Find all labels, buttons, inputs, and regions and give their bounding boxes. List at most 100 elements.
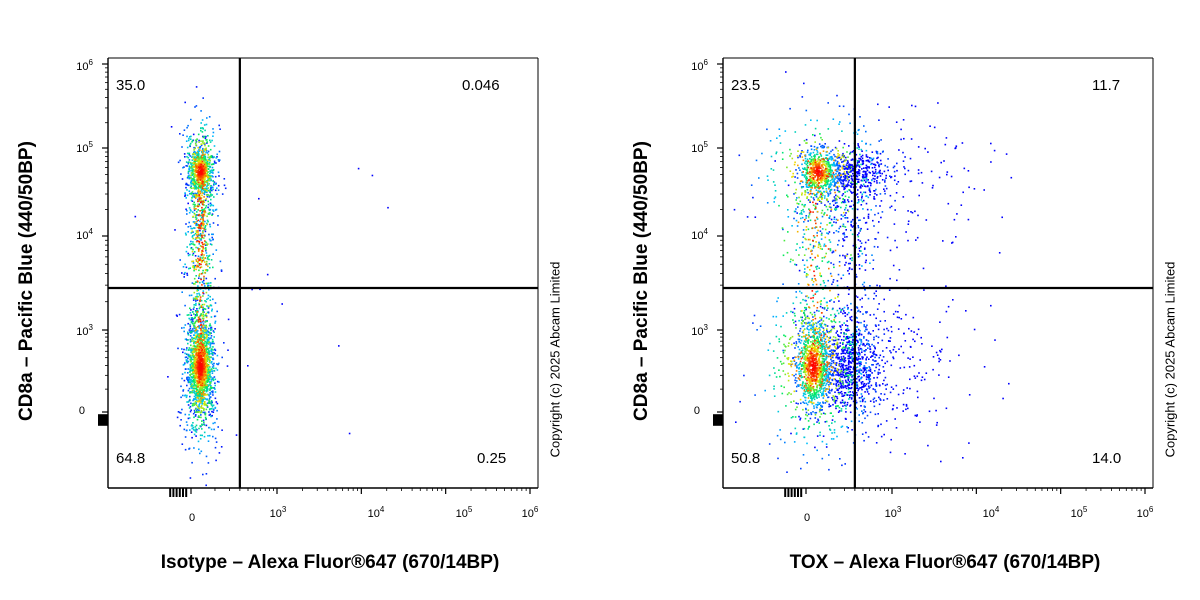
event-dot <box>203 175 206 177</box>
event-dot <box>852 367 855 370</box>
event-dot <box>839 197 841 200</box>
event-dot <box>200 237 203 240</box>
event-dot <box>202 147 204 150</box>
event-dot <box>875 238 877 240</box>
event-dot <box>203 214 206 217</box>
event-dot <box>196 220 199 222</box>
event-dot <box>833 196 836 198</box>
event-dot <box>931 345 933 347</box>
event-dot <box>837 358 839 360</box>
y-tick-1e5: 105 <box>76 140 93 155</box>
event-dot <box>858 172 860 174</box>
event-dot <box>204 300 206 302</box>
event-dot <box>211 175 213 177</box>
event-dot <box>851 179 854 182</box>
event-dot <box>174 229 176 231</box>
event-dot <box>201 249 203 252</box>
event-dot <box>848 394 851 397</box>
event-dot <box>831 149 834 151</box>
event-dot <box>183 330 185 333</box>
event-dot <box>192 422 194 424</box>
event-dot <box>954 147 956 150</box>
event-dot <box>195 218 197 220</box>
event-dot <box>189 338 192 341</box>
event-dot <box>213 362 215 365</box>
event-dot <box>226 365 229 367</box>
event-dot <box>200 393 203 395</box>
event-dot <box>874 178 876 180</box>
event-dot <box>201 395 203 397</box>
event-dot <box>202 200 204 203</box>
event-dot <box>196 395 199 398</box>
event-dot <box>873 225 875 227</box>
event-dot <box>213 369 215 372</box>
event-dot <box>183 129 186 131</box>
event-dot <box>208 233 210 236</box>
event-dot <box>900 318 903 320</box>
event-dot <box>861 388 863 391</box>
event-dot <box>186 401 188 403</box>
event-dot <box>193 206 196 208</box>
event-dot <box>865 358 867 361</box>
event-dot <box>201 259 204 262</box>
event-dot <box>215 441 218 443</box>
event-dot <box>203 353 206 355</box>
event-dot <box>209 191 211 193</box>
event-dot <box>859 347 862 350</box>
event-dot <box>183 276 185 278</box>
event-dot <box>223 184 226 187</box>
event-dot <box>191 348 193 351</box>
event-dot <box>205 484 207 487</box>
event-dot <box>193 277 196 280</box>
event-dot <box>961 142 964 144</box>
event-dot <box>211 361 213 363</box>
event-dot <box>837 374 839 376</box>
event-dot <box>834 378 837 381</box>
event-dot <box>193 152 196 155</box>
event-dot <box>845 324 847 326</box>
event-dot <box>197 333 199 335</box>
event-dot <box>844 357 847 359</box>
event-dot <box>866 167 868 170</box>
event-dot <box>190 331 193 334</box>
event-dot <box>200 226 203 229</box>
event-dot <box>195 86 198 88</box>
event-dot <box>858 388 860 390</box>
event-dot <box>202 158 204 161</box>
event-dot <box>207 341 210 344</box>
event-dot <box>840 158 842 161</box>
event-dot <box>212 349 214 351</box>
event-dot <box>965 310 967 312</box>
event-dot <box>211 372 214 374</box>
event-dot <box>201 241 203 244</box>
event-dot <box>924 147 926 150</box>
event-dot <box>878 368 880 371</box>
event-dot <box>194 370 196 372</box>
event-dot <box>203 368 205 370</box>
event-dot <box>205 408 208 411</box>
event-dot <box>167 376 169 378</box>
event-dot <box>847 427 849 429</box>
event-dot <box>800 402 802 405</box>
event-dot <box>875 383 877 386</box>
event-dot <box>196 156 199 158</box>
event-dot <box>192 162 194 164</box>
event-dot <box>895 351 897 353</box>
event-dot <box>839 382 842 384</box>
event-dot <box>196 169 199 172</box>
event-dot <box>831 351 833 354</box>
event-dot <box>184 263 186 266</box>
event-dot <box>866 343 868 346</box>
event-dot <box>199 266 201 269</box>
event-dot <box>200 313 202 316</box>
event-dot <box>214 352 216 355</box>
event-dot <box>189 379 191 381</box>
event-dot <box>204 340 207 343</box>
event-dot <box>185 161 188 163</box>
event-dot <box>968 186 970 189</box>
event-dot <box>208 165 211 168</box>
event-dot <box>837 352 839 355</box>
event-dot <box>213 387 216 389</box>
event-dot <box>851 319 853 322</box>
event-dot <box>208 411 210 413</box>
